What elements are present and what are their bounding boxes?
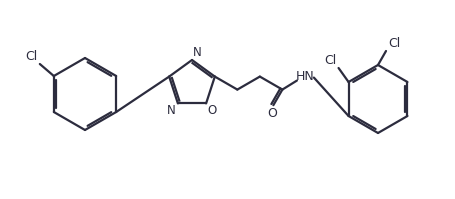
Text: Cl: Cl bbox=[324, 54, 337, 67]
Text: O: O bbox=[268, 107, 277, 120]
Text: Cl: Cl bbox=[25, 50, 38, 63]
Text: N: N bbox=[193, 46, 202, 59]
Text: O: O bbox=[207, 104, 217, 117]
Text: HN: HN bbox=[295, 70, 314, 83]
Text: N: N bbox=[167, 104, 176, 117]
Text: Cl: Cl bbox=[388, 37, 400, 50]
